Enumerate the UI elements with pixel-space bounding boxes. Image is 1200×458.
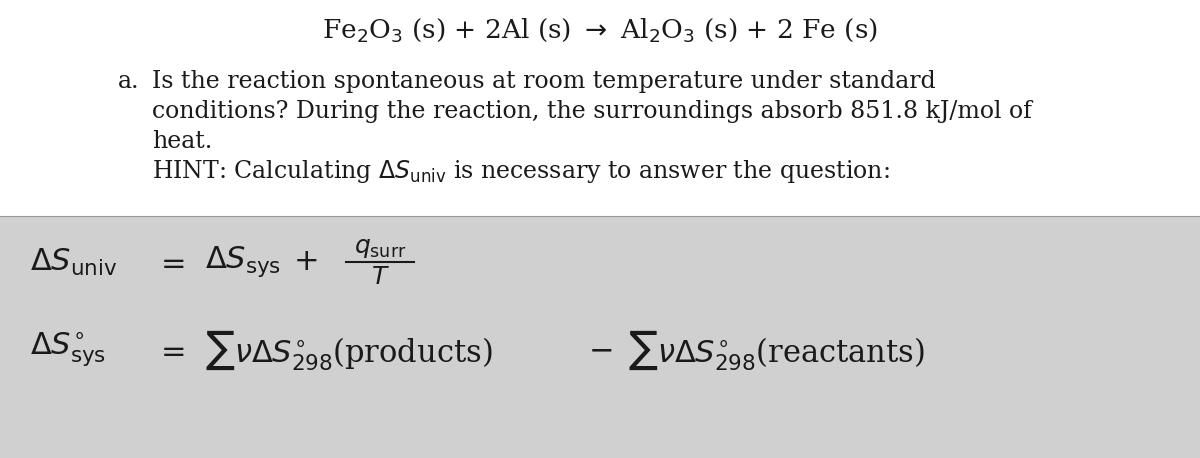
Text: Fe$_2$O$_3$ (s) + 2Al (s) $\rightarrow$ Al$_2$O$_3$ (s) + 2 Fe (s): Fe$_2$O$_3$ (s) + 2Al (s) $\rightarrow$ … [322,16,878,44]
Text: $-$: $-$ [588,334,612,365]
Text: $\sum\nu\Delta S^{\circ}_{298}$(products): $\sum\nu\Delta S^{\circ}_{298}$(products… [205,328,492,372]
Text: $=$: $=$ [155,334,185,365]
Text: $q_{\mathrm{surr}}$: $q_{\mathrm{surr}}$ [354,238,407,261]
Text: $\sum\nu\Delta S^{\circ}_{298}$(reactants): $\sum\nu\Delta S^{\circ}_{298}$(reactant… [628,328,925,372]
Text: Is the reaction spontaneous at room temperature under standard: Is the reaction spontaneous at room temp… [152,70,936,93]
Text: $\Delta S^{\circ}_{\mathrm{sys}}$: $\Delta S^{\circ}_{\mathrm{sys}}$ [30,331,106,369]
Text: heat.: heat. [152,130,212,153]
Text: $\Delta S_{\mathrm{univ}}$: $\Delta S_{\mathrm{univ}}$ [30,246,118,278]
Text: a.: a. [118,70,139,93]
Text: conditions? During the reaction, the surroundings absorb 851.8 kJ/mol of: conditions? During the reaction, the sur… [152,100,1032,123]
Text: $=$: $=$ [155,246,185,278]
Text: HINT: Calculating $\Delta S_{\mathrm{univ}}$ is necessary to answer the question: HINT: Calculating $\Delta S_{\mathrm{uni… [152,158,889,185]
Text: $\Delta S_{\mathrm{sys}}$: $\Delta S_{\mathrm{sys}}$ [205,245,281,279]
Bar [0,216,1200,458]
Text: $+$: $+$ [293,246,317,278]
Text: $T$: $T$ [371,266,390,289]
Bar [0,0,1200,216]
